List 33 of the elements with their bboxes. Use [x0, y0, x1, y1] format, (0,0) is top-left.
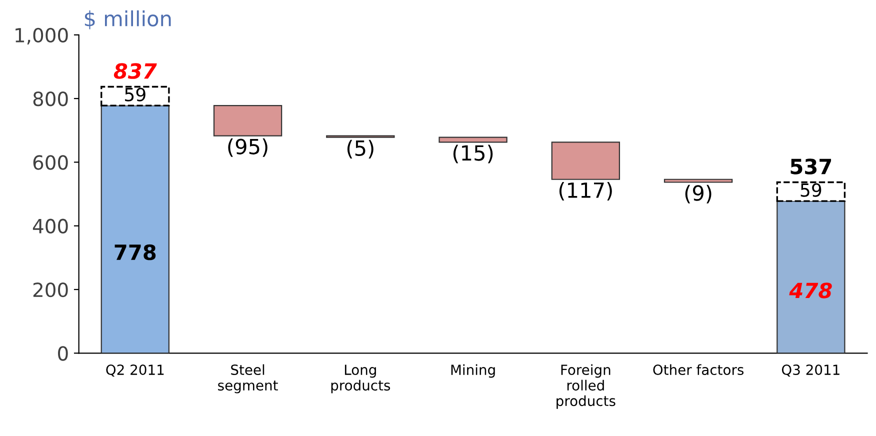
x-tick-label: Mining [451, 364, 495, 378]
x-tick-label: Long products [331, 364, 390, 394]
data-label: (9) [685, 184, 712, 204]
x-tick-label: Q3 2011 [782, 364, 840, 377]
data-label: (15) [453, 144, 493, 164]
y-tick-label: 0 [58, 346, 68, 361]
data-label: (117) [559, 182, 612, 201]
data-label: (5) [347, 140, 374, 158]
y-tick-label: 800 [33, 91, 68, 106]
bar [100, 86, 170, 106]
data-label: 59 [800, 183, 822, 197]
bar [664, 178, 733, 183]
x-tick-label: Other factors [653, 364, 744, 376]
bar [776, 181, 846, 202]
x-tick-label: Steel segment [218, 364, 278, 394]
x-tick-label: Foreign rolled products [556, 364, 616, 409]
y-tick-label: 600 [33, 155, 68, 170]
y-tick-label: 400 [32, 218, 68, 234]
data-label: 478 [789, 282, 832, 298]
total-label: 537 [790, 158, 832, 174]
y-tick-label: 1,000 [16, 28, 68, 45]
y-tick-label: 200 [33, 282, 68, 298]
bar [551, 142, 620, 180]
bar [438, 136, 508, 143]
data-label: (95) [228, 138, 268, 157]
chart-title: $ million [84, 10, 171, 30]
total-label: 837 [114, 63, 157, 79]
bar [213, 104, 282, 136]
bar [100, 104, 170, 354]
data-label: 778 [114, 244, 156, 260]
bar [776, 200, 846, 354]
x-tick-label: Q2 2011 [106, 364, 164, 377]
data-label: 59 [125, 88, 146, 102]
